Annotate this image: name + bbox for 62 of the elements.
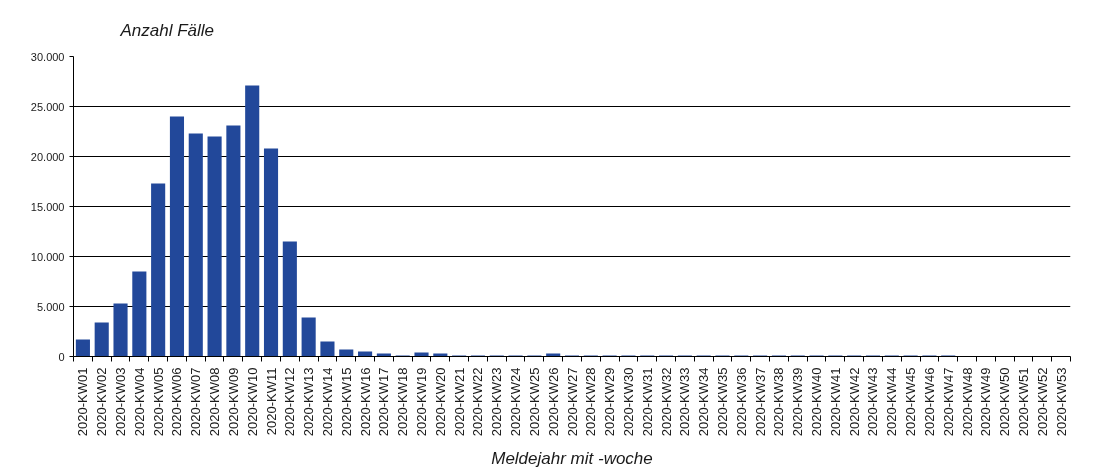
x-tick-label: 2020-KW27 [564,367,580,437]
x-tick-label: 2020-KW11 [263,367,279,436]
x-tick-label: 2020-KW49 [978,367,994,437]
x-tick-label: 2020-KW09 [225,367,241,437]
x-tick-label: 2020-KW17 [376,367,392,437]
x-tick-label: 2020-KW35 [714,367,730,437]
x-tick-label: 2020-KW25 [526,367,542,437]
y-axis-title: Anzahl Fälle [119,21,215,40]
x-tick-label: 2020-KW51 [1015,367,1031,437]
x-tick-label: 2020-KW40 [809,367,825,437]
x-tick-label: 2020-KW38 [771,367,787,437]
x-tick-label: 2020-KW04 [131,367,147,437]
x-tick-label: 2020-KW12 [282,367,298,437]
x-tick-label: 2020-KW03 [113,367,129,437]
x-tick-label: 2020-KW33 [677,367,693,437]
x-tick-label: 2020-KW46 [921,367,937,437]
y-tick-label: 5.000 [36,300,65,313]
x-tick-label: 2020-KW23 [489,367,505,437]
x-tick-label: 2020-KW53 [1053,367,1069,437]
x-tick-label: 2020-KW28 [583,367,599,437]
x-tick-label: 2020-KW41 [827,367,843,437]
x-tick-label: 2020-KW42 [846,367,862,437]
x-tick-label: 2020-KW48 [959,367,975,437]
x-tick-label: 2020-KW13 [301,367,317,437]
x-tick-label: 2020-KW26 [545,367,561,437]
y-tick-label: 10.000 [30,250,65,263]
x-tick-label: 2020-KW50 [997,367,1013,437]
x-tick-label: 2020-KW31 [639,367,655,437]
x-tick-label: 2020-KW29 [602,367,618,437]
x-tick-label: 2020-KW44 [884,367,900,437]
x-tick-label: 2020-KW22 [470,367,486,437]
x-tick-label: 2020-KW45 [903,367,919,437]
x-tick-label: 2020-KW06 [169,367,185,437]
x-tick-label: 2020-KW08 [207,367,223,437]
x-tick-label: 2020-KW21 [451,367,467,437]
x-tick-label: 2020-KW36 [733,367,749,437]
x-tick-label: 2020-KW18 [395,367,411,437]
y-tick-label: 30.000 [30,50,65,63]
x-tick-label: 2020-KW47 [940,367,956,437]
x-tick-label: 2020-KW39 [790,367,806,437]
y-tick-label: 15.000 [30,200,65,213]
x-tick-label: 2020-KW32 [658,367,674,437]
x-tick-label: 2020-KW05 [150,367,166,437]
x-tick-label: 2020-KW24 [508,367,524,437]
x-tick-label: 2020-KW14 [319,367,335,437]
x-tick-label: 2020-KW10 [244,367,260,437]
x-tick-label: 2020-KW19 [414,367,430,437]
x-tick-label: 2020-KW30 [620,367,636,437]
x-tick-label: 2020-KW01 [75,367,91,437]
x-tick-label: 2020-KW02 [94,367,110,437]
y-tick-label: 25.000 [30,100,65,113]
x-axis-title: Meldejahr mit -woche [491,449,653,469]
x-tick-label: 2020-KW34 [696,367,712,437]
x-tick-label: 2020-KW43 [865,367,881,437]
y-tick-label: 0 [58,350,65,363]
y-tick-label: 20.000 [30,150,65,163]
x-tick-label: 2020-KW16 [357,367,373,437]
x-tick-label: 2020-KW15 [338,367,354,437]
x-tick-label: 2020-KW52 [1034,367,1050,437]
x-tick-label: 2020-KW20 [432,367,448,437]
x-tick-label: 2020-KW07 [188,367,204,437]
x-tick-label: 2020-KW37 [752,367,768,437]
